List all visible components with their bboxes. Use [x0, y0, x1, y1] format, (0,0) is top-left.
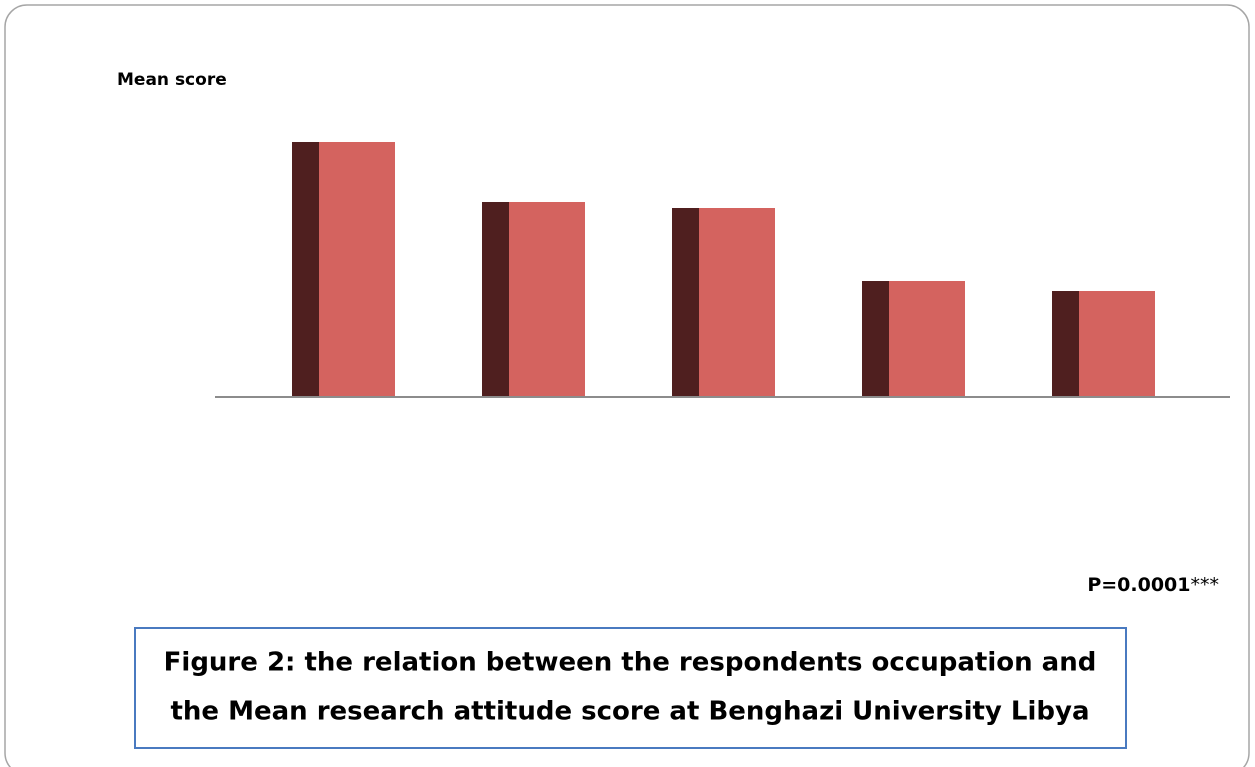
caption-line: the Mean research attitude score at Beng…: [170, 697, 1089, 727]
slide-frame: [4, 4, 1250, 767]
bar: [509, 202, 585, 397]
y-axis-label: Mean score: [117, 70, 227, 90]
p-value: P=0.0001: [1087, 574, 1190, 596]
bar-side: [482, 202, 509, 397]
bar: [889, 281, 965, 397]
annotation: P=0.0001***: [1087, 574, 1219, 596]
bar-side: [672, 208, 699, 397]
bar-side: [292, 142, 319, 397]
significance-stars: ***: [1191, 574, 1220, 596]
bar: [319, 142, 395, 397]
caption-box: [134, 627, 1127, 749]
bar-side: [1052, 291, 1079, 397]
caption-line: Figure 2: the relation between the respo…: [164, 648, 1097, 678]
bar-side: [862, 281, 889, 397]
bar: [1079, 291, 1155, 397]
bar: [699, 208, 775, 397]
